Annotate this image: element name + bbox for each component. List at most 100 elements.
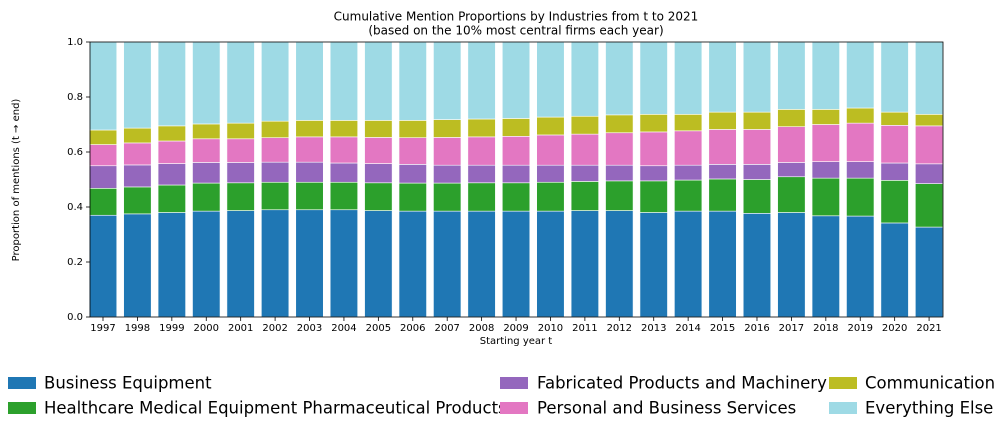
bar-segment (123, 213, 152, 318)
bar-segment (261, 161, 290, 183)
bar-segment (88, 214, 118, 318)
bar-segment (777, 212, 806, 318)
bar-segment (674, 179, 703, 212)
bar-segment (364, 120, 393, 138)
bar-segment (708, 41, 737, 113)
bar-segment (605, 41, 634, 116)
x-tick-label: 2021 (916, 323, 941, 334)
bar-segment (639, 212, 668, 318)
bar-segment (398, 137, 427, 165)
bar-segment (915, 125, 944, 165)
bar-segment (742, 111, 772, 130)
bar-segment (880, 180, 909, 224)
bar-segment (329, 209, 359, 318)
bar-segment (880, 162, 909, 181)
bar-segment (811, 177, 840, 217)
bar-segment (88, 41, 118, 131)
bar-segment (811, 215, 840, 318)
bar-segment (398, 120, 427, 139)
bar-segment (708, 129, 737, 165)
bar-segment (261, 41, 290, 122)
bar-segment (880, 111, 909, 126)
bar-segment (639, 41, 668, 115)
y-tick-label: 1.0 (67, 37, 83, 48)
bar-segment (467, 182, 496, 212)
bar-segment (295, 41, 324, 121)
bar-segment (639, 131, 668, 167)
y-tick-label: 0.0 (67, 312, 83, 323)
bar-segment (261, 137, 290, 163)
bar-segment (398, 182, 427, 212)
chart-title: Cumulative Mention Proportions by Indust… (334, 10, 699, 24)
legend-swatch (8, 402, 36, 414)
bar-segment (846, 107, 875, 124)
bar-segment (88, 144, 118, 167)
bar-segment (364, 41, 393, 121)
bar-segment (674, 114, 703, 132)
bar-segment (570, 181, 599, 211)
bar-segment (639, 165, 668, 182)
bar-segment (777, 162, 806, 178)
x-tick-label: 2009 (503, 323, 528, 334)
legend-label: Healthcare Medical Equipment Pharmaceuti… (44, 399, 507, 418)
y-tick-label: 0.8 (67, 92, 83, 103)
bar-segment (708, 164, 737, 180)
bar-segment (123, 164, 152, 188)
bar-segment (192, 41, 221, 125)
x-tick-label: 2001 (228, 323, 253, 334)
bar-segment (846, 41, 875, 109)
legend-label: Everything Else (865, 399, 993, 418)
bar-segment (570, 133, 599, 166)
legend-label: Communication (865, 374, 995, 393)
bar-segment (261, 209, 290, 318)
bar-segment (536, 164, 565, 183)
bar-segment (157, 125, 186, 142)
bar-segment (742, 179, 772, 214)
bar-segment (846, 215, 875, 318)
bar-segment (261, 181, 290, 211)
bar-segment (501, 136, 531, 166)
bar-segment (570, 41, 599, 117)
legend-swatch (829, 402, 857, 414)
bar-segment (88, 129, 118, 145)
bar-segment (639, 114, 668, 133)
bar-segment (777, 41, 806, 110)
x-tick-label: 2012 (607, 323, 632, 334)
bar-segment (295, 120, 324, 138)
bar-segment (846, 122, 875, 162)
bar-segment (880, 222, 909, 318)
bar-segment (501, 41, 531, 119)
bar-segment (708, 111, 737, 130)
bar-segment (123, 142, 152, 166)
bar-segment (467, 164, 496, 184)
x-tick-label: 2005 (366, 323, 391, 334)
x-tick-label: 2018 (813, 323, 838, 334)
legend-swatch (829, 377, 857, 389)
bar-segment (467, 210, 496, 318)
bar-segment (674, 41, 703, 115)
x-tick-label: 2008 (469, 323, 494, 334)
bar-segment (226, 138, 255, 163)
bar-segment (123, 127, 152, 144)
chart-subtitle: (based on the 10% most central firms eac… (368, 24, 663, 38)
bar-segment (88, 165, 118, 189)
bar-segment (295, 136, 324, 163)
bar-segment (811, 124, 840, 162)
bar-segment (433, 119, 462, 138)
bar-segment (501, 182, 531, 212)
bar-segment (674, 164, 703, 181)
bar-segment (777, 176, 806, 213)
bar-segment (398, 41, 427, 121)
x-tick-label: 2019 (848, 323, 873, 334)
bar-segment (192, 123, 221, 140)
y-axis-label: Proportion of mentions (t → end) (11, 99, 22, 262)
bar-segment (329, 162, 359, 183)
bar-segment (157, 163, 186, 186)
bar-segment (708, 210, 737, 318)
x-tick-label: 2006 (400, 323, 425, 334)
bar-segment (192, 182, 221, 212)
bar-segment (433, 137, 462, 166)
bar-segment (536, 181, 565, 212)
bar-segment (295, 161, 324, 183)
